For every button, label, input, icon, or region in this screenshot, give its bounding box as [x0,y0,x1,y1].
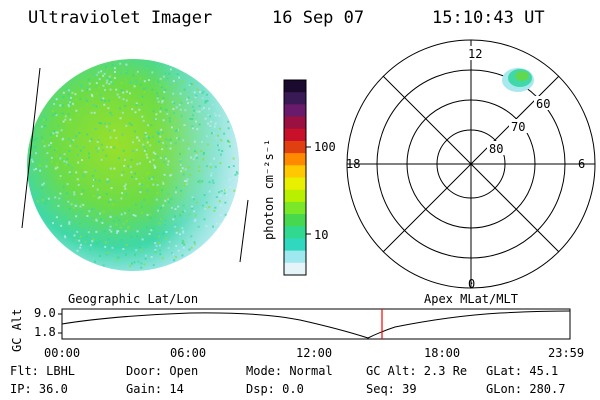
seq-readout: Seq: 39 [366,382,417,396]
colorbar-band [284,177,306,191]
colorbar-band [284,201,306,215]
app-title: Ultraviolet Imager [28,8,213,28]
colorbar-band [284,92,306,105]
filter-readout: Flt: LBHL [10,364,76,378]
altitude-timeline [58,308,571,340]
colorbar-tick-10: 10 [314,228,329,242]
colorbar-band [284,250,306,264]
x-tick-1200: 12:00 [296,346,333,360]
mlt-label-6: 6 [578,157,585,171]
colorbar-band [284,104,306,118]
time-readout: 15:10:43 UT [432,8,545,28]
lat-label-80: 80 [489,142,503,156]
colorbar-band [284,262,306,276]
lat-label-60: 60 [536,97,550,111]
glat-readout: GLat: 45.1 [486,364,559,378]
colorbar-band [284,80,306,93]
colorbar-band [284,116,306,130]
colorbar-band [284,214,306,227]
mlt-label-12: 12 [468,47,482,61]
altitude-curve [61,310,571,339]
polar-diagonal-2 [382,75,560,253]
colorbar-band [284,140,306,154]
y-tick-1-8: 1.8 [34,325,56,339]
earth-dusk-shade [27,59,239,271]
date-readout: 16 Sep 07 [272,8,365,28]
lat-label-70: 70 [511,120,525,134]
x-tick-2359: 23:59 [548,346,585,360]
x-tick-0600: 06:00 [170,346,207,360]
x-tick-1800: 18:00 [424,346,461,360]
colorbar-band [284,153,306,166]
y-tick-9: 9.0 [34,306,56,320]
colorbar-tick-100: 100 [314,140,336,154]
door-readout: Door: Open [126,364,199,378]
polar-plot: 12 18 6 0 60 70 80 [346,39,596,291]
colorbar-band [284,165,306,178]
colorbar-band [284,128,306,142]
dsp-readout: Dsp: 0.0 [246,382,304,396]
colorbar-band [284,189,306,203]
ip-readout: IP: 36.0 [10,382,68,396]
earth-speckle [29,62,239,269]
limb-line-right [239,199,249,263]
apex-mlat-label: Apex MLat/MLT [424,292,518,306]
mlt-label-0: 0 [468,277,475,291]
gain-readout: Gain: 14 [126,382,184,396]
gc-alt-readout: GC Alt: 2.3 Re [366,364,468,378]
geo-latlon-label: Geographic Lat/Lon [68,292,199,306]
mode-readout: Mode: Normal [246,364,333,378]
colorbar-band [284,238,306,252]
glon-readout: GLon: 280.7 [486,382,566,396]
limb-line-left [21,67,41,229]
x-tick-0000: 00:00 [44,346,81,360]
mlt-label-18: 18 [346,157,360,171]
colorbar-band [284,226,306,239]
color-bar [283,79,311,276]
auroral-spot [502,68,534,92]
earth-image [21,59,249,271]
